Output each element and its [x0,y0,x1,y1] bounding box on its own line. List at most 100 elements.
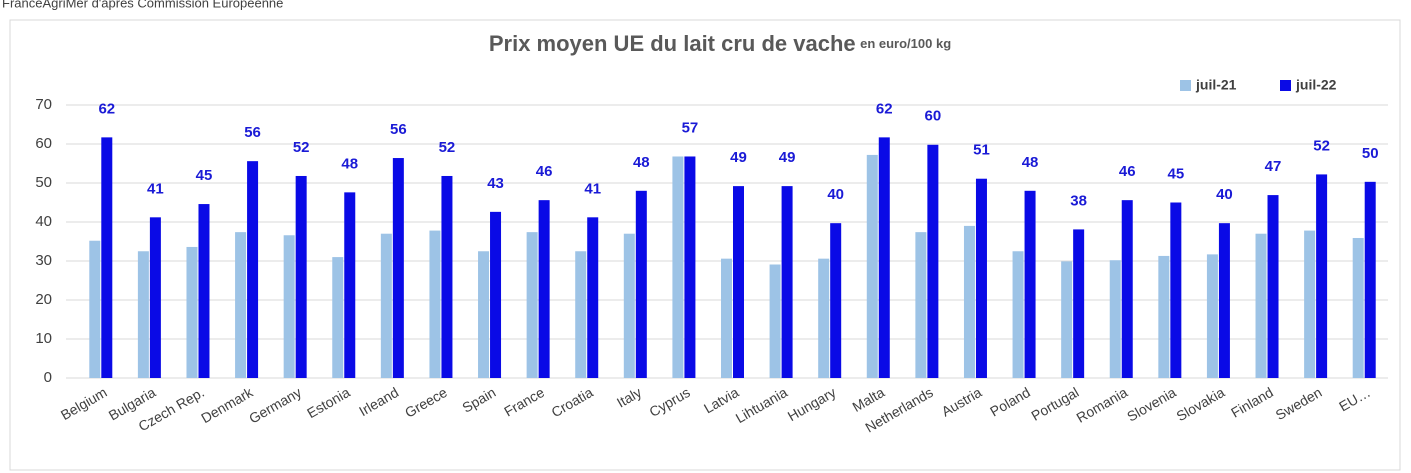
value-label: 52 [293,139,310,156]
y-tick-label: 60 [35,135,52,152]
value-label: 56 [244,124,261,141]
bar [927,144,939,378]
value-label: 43 [487,175,504,192]
chart-title: Prix moyen UE du lait cru de vache en eu… [489,31,951,56]
x-tick-label: Slovakia [1173,384,1227,424]
legend: juil-21 juil-22 [1180,77,1337,93]
bar [478,251,490,378]
bar [1170,202,1182,378]
bar [186,246,198,378]
value-label: 60 [925,108,942,125]
bar [1218,223,1230,378]
bar [915,232,927,378]
bar [623,233,635,378]
bar [1364,181,1376,378]
bar [89,240,101,378]
bar [137,251,149,378]
bar [1158,255,1170,378]
bar [1316,174,1328,378]
x-tick-label: Hungary [785,384,839,424]
value-label: 47 [1265,158,1282,175]
value-label: 48 [633,154,650,171]
bar [684,156,696,378]
bar [575,251,587,378]
bar [441,175,453,378]
bar [344,192,356,378]
y-tick-label: 30 [35,252,52,269]
value-label: 38 [1070,192,1087,209]
bar [672,156,684,378]
bar [878,137,890,378]
value-label: 49 [730,149,747,166]
x-tick-label: Belgium [58,384,110,423]
bar [1061,261,1073,378]
value-label: 62 [98,100,115,117]
bar [392,158,404,378]
bar [818,258,830,378]
title: Prix moyen UE du lait cru de vache [489,31,856,56]
chart-border [9,19,1401,471]
value-label: 51 [973,142,990,159]
x-tick-label: Sweden [1273,384,1325,423]
x-tick-label: France [501,384,547,420]
unit: en euro/100 kg [860,36,951,51]
bar [101,137,113,378]
bar [721,258,732,378]
value-label: 62 [876,100,893,117]
bar [380,233,392,378]
bar [1109,260,1121,378]
bar [963,225,975,378]
bar [866,154,878,378]
bar [538,200,550,378]
y-tick-label: 50 [35,174,52,191]
x-tick-label: Spain [459,384,498,416]
value-label: 52 [439,139,456,156]
value-label: 48 [341,155,358,172]
x-tick-label: Denmark [198,383,256,426]
bar [1024,190,1036,378]
legend-label: juil-22 [1295,77,1337,93]
y-tick-label: 40 [35,213,52,230]
y-tick-label: 20 [35,291,52,308]
x-tick-label: Slovenia [1124,384,1179,425]
x-tick-label: Estonia [304,384,353,421]
value-label: 40 [1216,186,1233,203]
x-tick-label: EU… [1336,384,1373,415]
legend-label: juil-21 [1195,77,1237,93]
y-tick-label: 0 [44,369,52,386]
value-label: 52 [1313,137,1330,154]
source: FranceAgriMer d'après Commission Europée… [2,0,283,10]
bar [247,161,259,378]
value-label: 49 [779,149,796,166]
x-tick-label: Germany [246,384,304,427]
x-tick-label: Cyprus [646,384,692,420]
bar [1267,195,1279,378]
bar [149,217,161,378]
x-tick-label: Portugal [1028,384,1081,424]
value-label: 48 [1022,154,1039,171]
bar [526,232,538,378]
bar [198,204,210,378]
y-tick-label: 70 [35,96,52,113]
value-label: 46 [1119,163,1136,180]
value-label: 46 [536,163,553,180]
legend-swatch [1280,80,1291,91]
bar [830,223,842,378]
x-tick-label: Poland [987,384,1033,420]
value-label: 45 [196,167,213,184]
bar [1206,254,1218,378]
x-tick-label: Italy [614,384,644,411]
value-label: 56 [390,121,407,138]
bar [733,186,744,378]
bar [1073,229,1085,378]
value-label: 41 [584,180,601,197]
bar [283,235,295,378]
bar [332,257,344,378]
bar [1304,230,1316,378]
value-label: 40 [827,186,844,203]
x-tick-label: Romania [1074,384,1131,426]
x-tick-label: Austria [939,384,985,420]
value-label: 41 [147,180,164,197]
bar [490,211,502,378]
